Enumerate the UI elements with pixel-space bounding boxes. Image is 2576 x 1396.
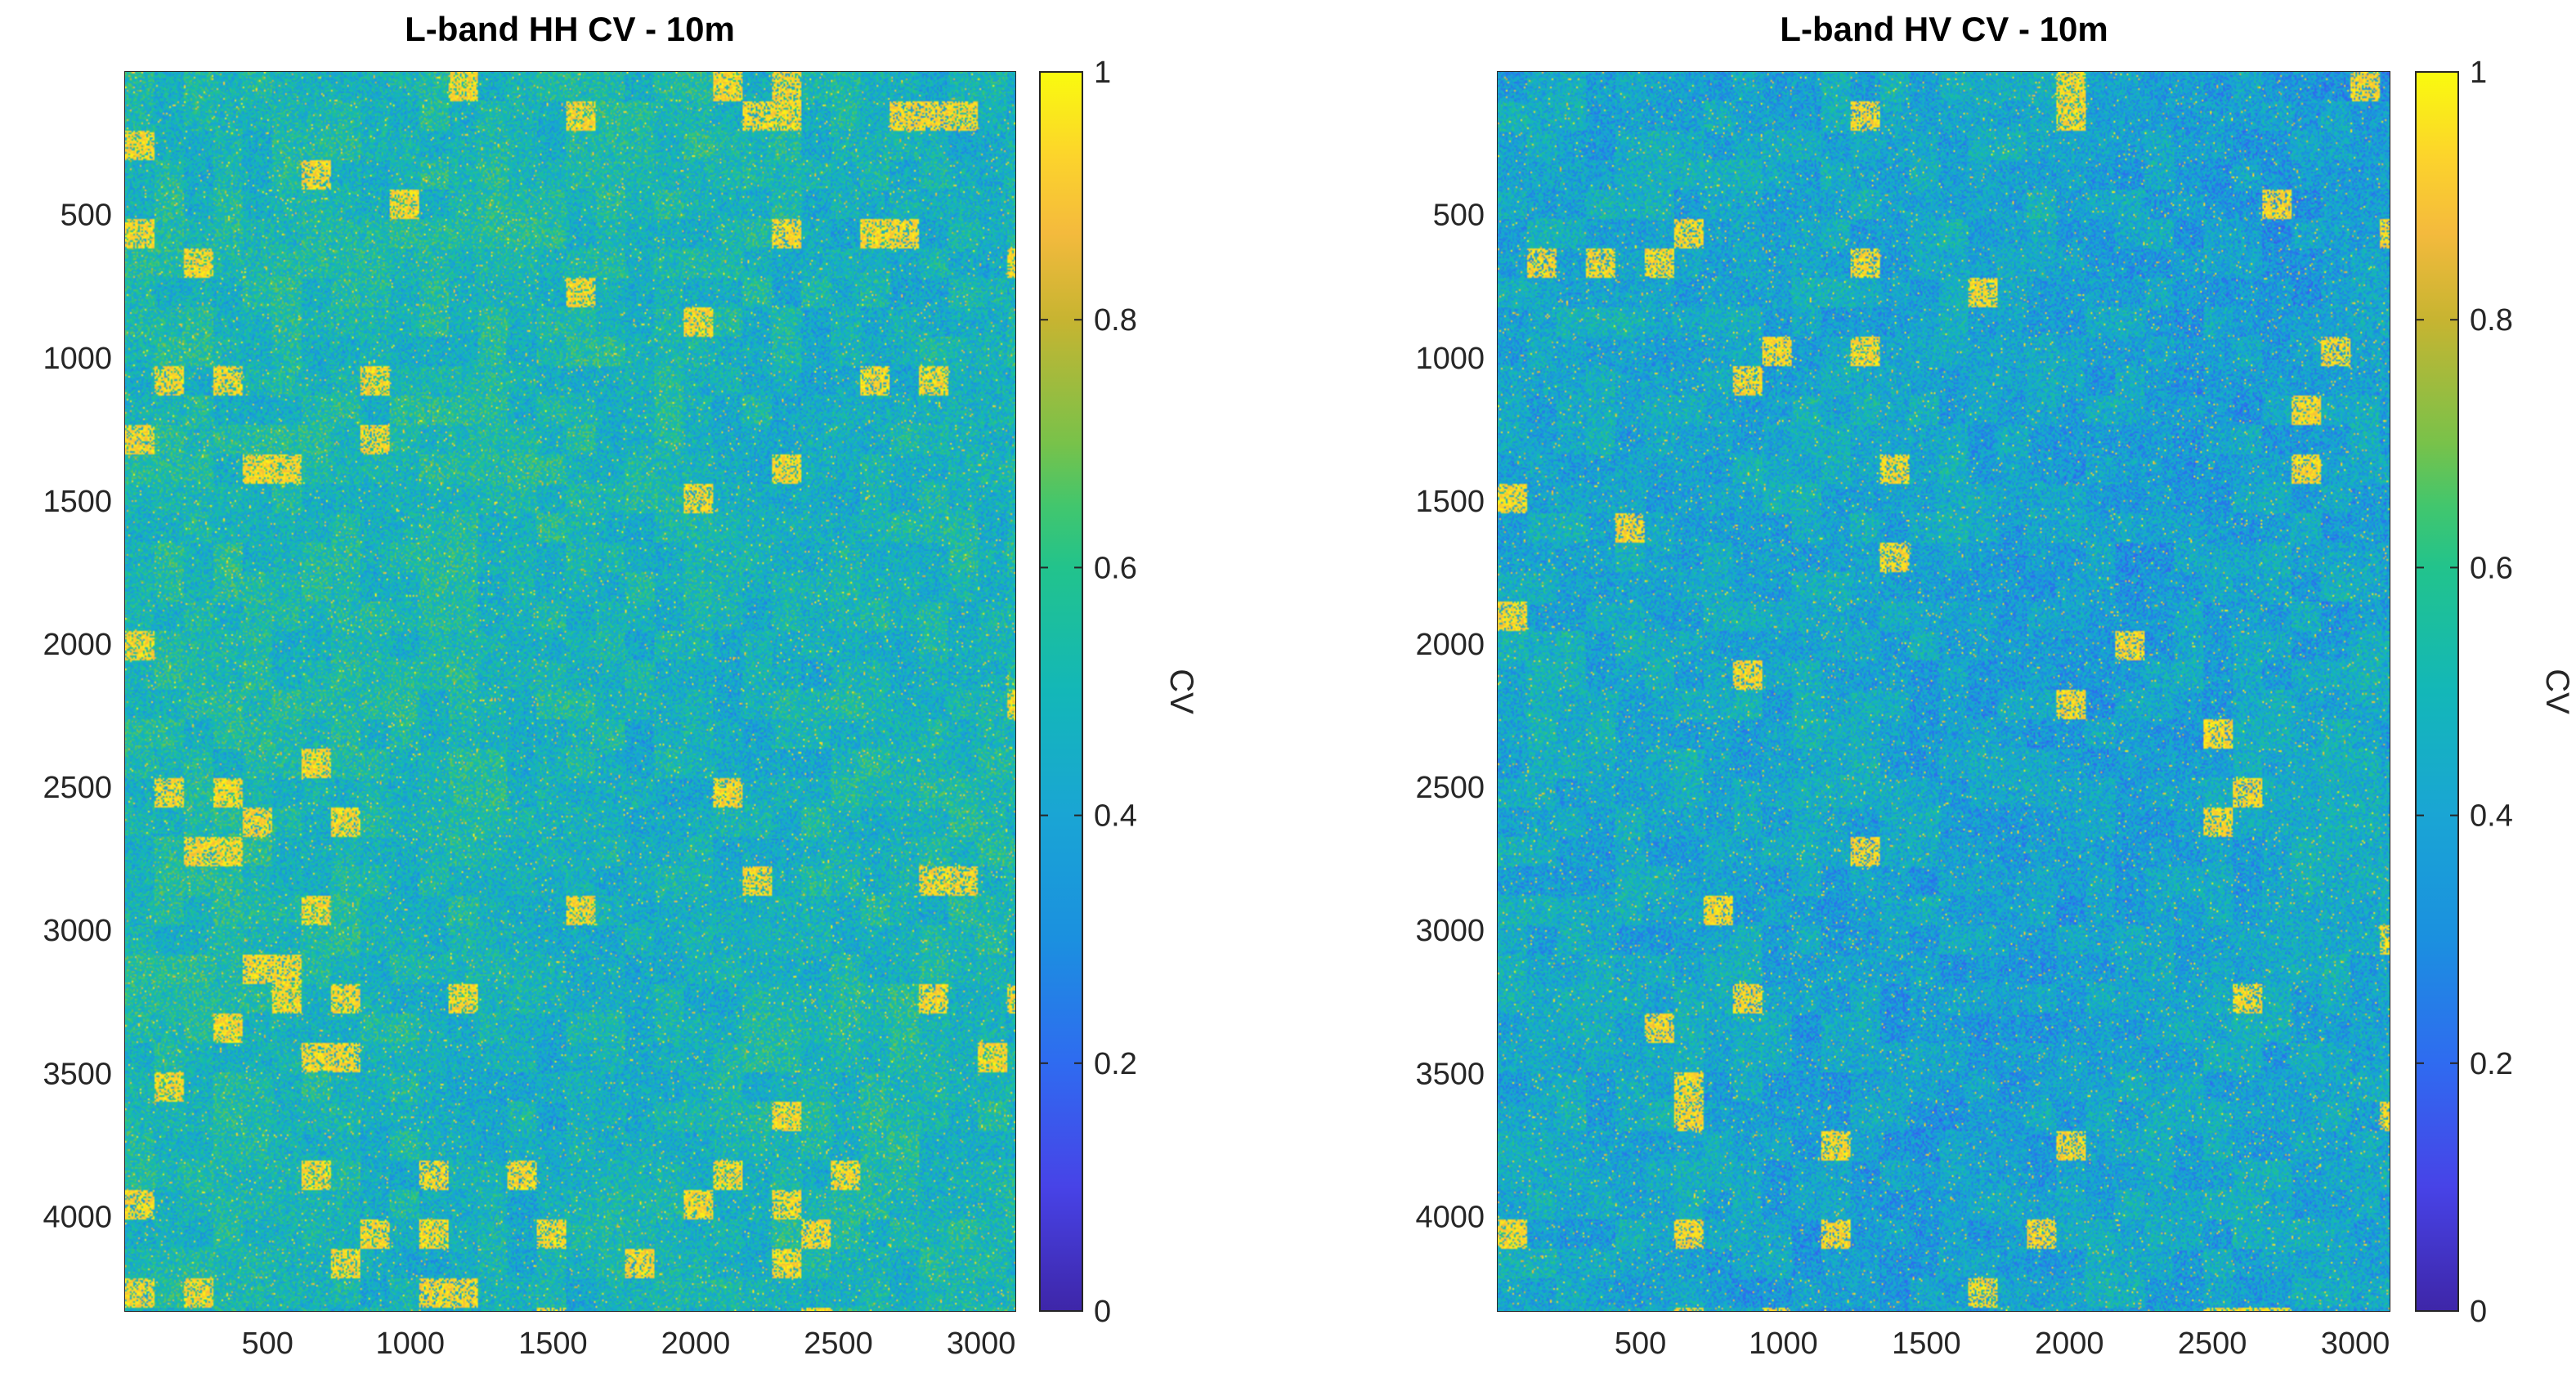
- colorbar-tick-label: 0.4: [1094, 799, 1137, 834]
- x-tick-label: 2000: [2035, 1327, 2104, 1361]
- colorbar-label: CV: [1163, 669, 1199, 714]
- colorbar-label: CV: [2539, 669, 2575, 714]
- y-tick-label: 2000: [1415, 628, 1485, 662]
- chart-hh: L-band HH CV - 10m 500 1000 1500 2000 2500 30…: [43, 10, 1199, 1361]
- colorbar-tick-label: 0.6: [1094, 551, 1137, 585]
- colorbar: [1039, 71, 1083, 1312]
- y-tick-label: 3000: [1415, 914, 1485, 948]
- colorbar-ticks: 0 0.2 0.4 0.6 0.8 1: [2416, 56, 2513, 1329]
- colorbar-tick-label: 0.6: [2470, 551, 2513, 585]
- chart-hv: L-band HV CV - 10m 500 1000 1500 2000 2500 30…: [1415, 10, 2575, 1361]
- y-tick-label: 2000: [43, 628, 112, 662]
- y-tick-label: 2500: [1415, 771, 1485, 805]
- colorbar-tick-label: 0: [1094, 1295, 1111, 1329]
- colorbar-tick-label: 0.2: [1094, 1047, 1137, 1081]
- colorbar-tick-label: 1: [1094, 56, 1111, 90]
- x-tick-label: 1000: [376, 1327, 446, 1361]
- colorbar: [2415, 71, 2459, 1312]
- y-tick-label: 4000: [1415, 1200, 1485, 1234]
- y-tick-label: 4000: [43, 1200, 112, 1234]
- y-tick-label: 2500: [43, 771, 112, 805]
- x-tick-label: 1500: [1892, 1327, 1961, 1361]
- colorbar-tick-label: 0.2: [2470, 1047, 2513, 1081]
- colorbar-tick-label: 0.8: [1094, 303, 1137, 338]
- colorbar-tick-label: 1: [2470, 56, 2487, 90]
- y-tick-label: 1000: [43, 342, 112, 376]
- chart-title: L-band HH CV - 10m: [405, 10, 735, 48]
- y-tick-label: 500: [60, 199, 112, 233]
- x-tick-label: 1000: [1749, 1327, 1818, 1361]
- colorbar-tick-label: 0.8: [2470, 303, 2513, 338]
- plot-axes: 500 1000 1500 2000 2500 3000 500 1000 1500 2000 25…: [43, 71, 1016, 1361]
- colorbar-tick-label: 0: [2470, 1295, 2487, 1329]
- x-tick-label: 2000: [661, 1327, 731, 1361]
- y-tick-label: 1500: [43, 485, 112, 519]
- heatmap-image-hv: [1498, 72, 2390, 1311]
- x-tick-label: 2500: [2178, 1327, 2247, 1361]
- plot-axes: 500 1000 1500 2000 2500 3000 500 1000 1500 2000 25…: [1415, 71, 2390, 1361]
- y-tick-label: 1500: [1415, 485, 1485, 519]
- colorbar-ticks: 0 0.2 0.4 0.6 0.8 1: [1040, 56, 1137, 1329]
- x-tick-label: 1500: [518, 1327, 588, 1361]
- y-tick-label: 3000: [43, 914, 112, 948]
- y-tick-label: 3500: [43, 1057, 112, 1091]
- y-tick-label: 500: [1433, 199, 1485, 233]
- x-tick-label: 3000: [947, 1327, 1016, 1361]
- colorbar-tick-label: 0.4: [2470, 799, 2513, 834]
- x-tick-label: 500: [1615, 1327, 1666, 1361]
- heatmap-image-hh: [125, 72, 1015, 1311]
- x-tick-label: 2500: [804, 1327, 873, 1361]
- x-tick-label: 500: [242, 1327, 293, 1361]
- y-tick-label: 1000: [1415, 342, 1485, 376]
- chart-title: L-band HV CV - 10m: [1780, 10, 2108, 48]
- x-tick-label: 3000: [2321, 1327, 2390, 1361]
- y-tick-label: 3500: [1415, 1057, 1485, 1091]
